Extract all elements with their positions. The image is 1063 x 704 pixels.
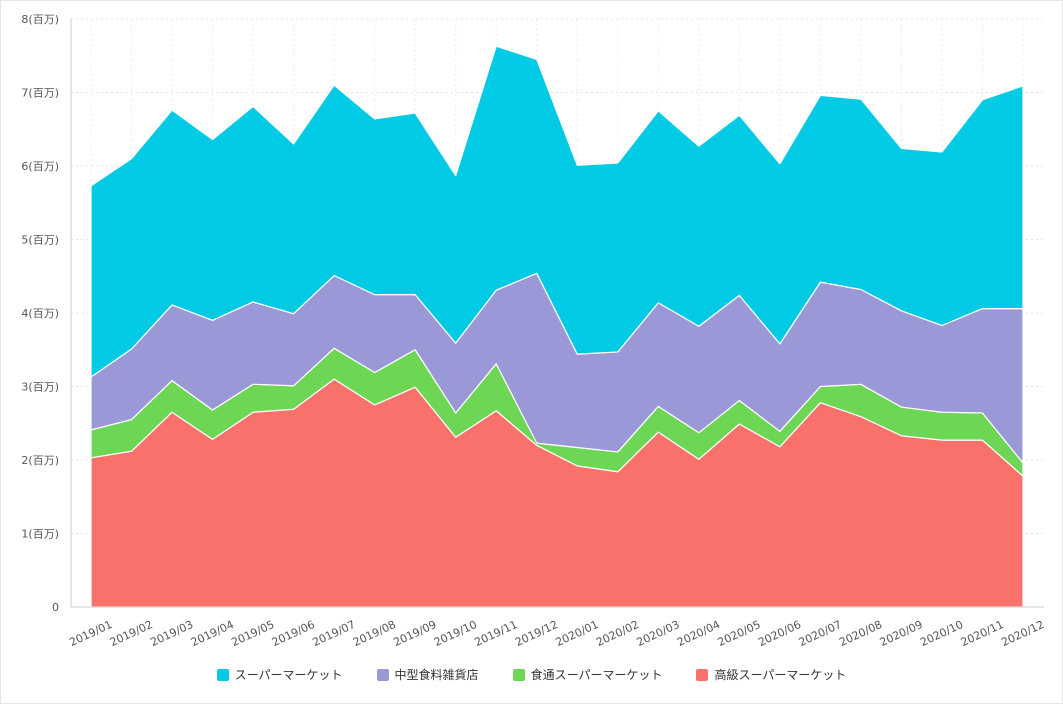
legend: スーパーマーケット 中型食料雑貨店 食通スーパーマーケット 高級スーパーマーケット <box>1 666 1062 683</box>
x-tick-label: 2019/03 <box>148 618 195 649</box>
x-tick-label: 2019/01 <box>67 618 114 649</box>
x-tick-label: 2020/11 <box>959 618 1006 649</box>
legend-swatch <box>376 668 389 681</box>
legend-label: 食通スーパーマーケット <box>530 668 663 682</box>
x-tick-label: 2020/03 <box>635 618 682 649</box>
y-tick-label: 8(百万) <box>21 13 59 26</box>
y-tick-label: 1(百万) <box>21 528 59 541</box>
legend-item[interactable]: スーパーマーケット <box>216 666 343 683</box>
y-tick-label: 0 <box>52 601 59 614</box>
legend-item[interactable]: 食通スーパーマーケット <box>512 666 663 683</box>
x-tick-label: 2019/12 <box>513 618 560 649</box>
x-tick-label: 2020/02 <box>594 618 641 649</box>
x-tick-label: 2019/08 <box>351 618 398 649</box>
x-tick-label: 2020/05 <box>716 618 763 649</box>
x-tick-label: 2020/07 <box>797 618 844 649</box>
x-tick-label: 2019/06 <box>270 618 317 649</box>
stacked-area-chart: 0 1(百万) 2(百万) 3(百万) 4(百万) 5(百万) 6(百万) 7(百万) 8(百万… <box>21 13 1046 649</box>
x-tick-label: 2019/05 <box>229 618 276 649</box>
x-tick-label: 2020/06 <box>756 618 803 649</box>
y-tick-label: 4(百万) <box>21 307 59 320</box>
y-tick-label: 7(百万) <box>21 87 59 100</box>
legend-item[interactable]: 中型食料雑貨店 <box>376 666 479 683</box>
legend-swatch <box>696 668 709 681</box>
y-tick-label: 5(百万) <box>21 234 59 247</box>
x-tick-label: 2019/11 <box>473 618 520 649</box>
legend-label: スーパーマーケット <box>234 668 343 682</box>
x-tick-label: 2019/09 <box>392 618 439 649</box>
x-tick-label: 2020/12 <box>999 618 1046 649</box>
x-tick-label: 2020/01 <box>554 618 601 649</box>
y-tick-label: 6(百万) <box>21 160 59 173</box>
x-tick-label: 2020/10 <box>918 618 965 649</box>
legend-swatch <box>216 668 229 681</box>
legend-item[interactable]: 高級スーパーマーケット <box>696 666 846 683</box>
x-tick-label: 2020/08 <box>837 618 884 649</box>
x-tick-label: 2019/04 <box>189 618 236 649</box>
y-tick-label: 3(百万) <box>21 381 59 394</box>
area-series[interactable] <box>90 45 1024 378</box>
x-tick-label: 2020/09 <box>878 618 925 649</box>
legend-label: 高級スーパーマーケット <box>714 668 847 682</box>
x-tick-label: 2019/07 <box>310 618 357 649</box>
legend-swatch <box>512 668 525 681</box>
legend-label: 中型食料雑貨店 <box>394 668 479 682</box>
y-tick-label: 2(百万) <box>21 454 59 467</box>
x-tick-label: 2019/10 <box>432 618 479 649</box>
x-tick-label: 2019/02 <box>108 618 155 649</box>
x-tick-label: 2020/04 <box>675 618 722 649</box>
